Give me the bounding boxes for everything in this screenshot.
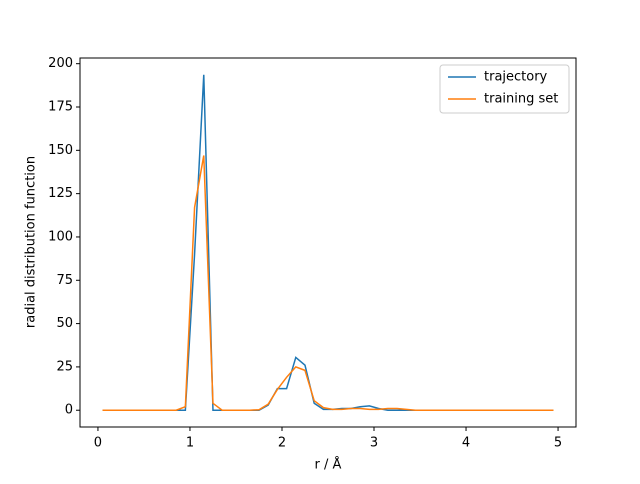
x-tick-label: 0 xyxy=(94,436,102,451)
y-tick-label: 75 xyxy=(56,273,73,288)
y-tick-label: 50 xyxy=(56,316,73,331)
y-tick-label: 150 xyxy=(48,143,73,158)
y-tick-label: 200 xyxy=(48,56,73,71)
y-tick-label: 0 xyxy=(65,403,73,418)
x-tick-label: 3 xyxy=(370,436,378,451)
data-line xyxy=(102,155,554,411)
y-tick-label: 100 xyxy=(48,229,73,244)
legend-label: trajectory xyxy=(484,70,548,85)
x-tick-label: 2 xyxy=(278,436,286,451)
plot-frame xyxy=(79,57,577,428)
x-tick-label: 5 xyxy=(554,436,562,451)
y-tick-label: 125 xyxy=(48,186,73,201)
x-axis-label: r / Å xyxy=(315,457,342,473)
legend-label: training set xyxy=(484,92,558,107)
x-tick-label: 1 xyxy=(186,436,194,451)
y-tick-label: 175 xyxy=(48,100,73,115)
y-tick-label: 25 xyxy=(56,359,73,374)
y-axis-label: radial distribution function xyxy=(24,156,39,328)
x-tick-label: 4 xyxy=(462,436,470,451)
